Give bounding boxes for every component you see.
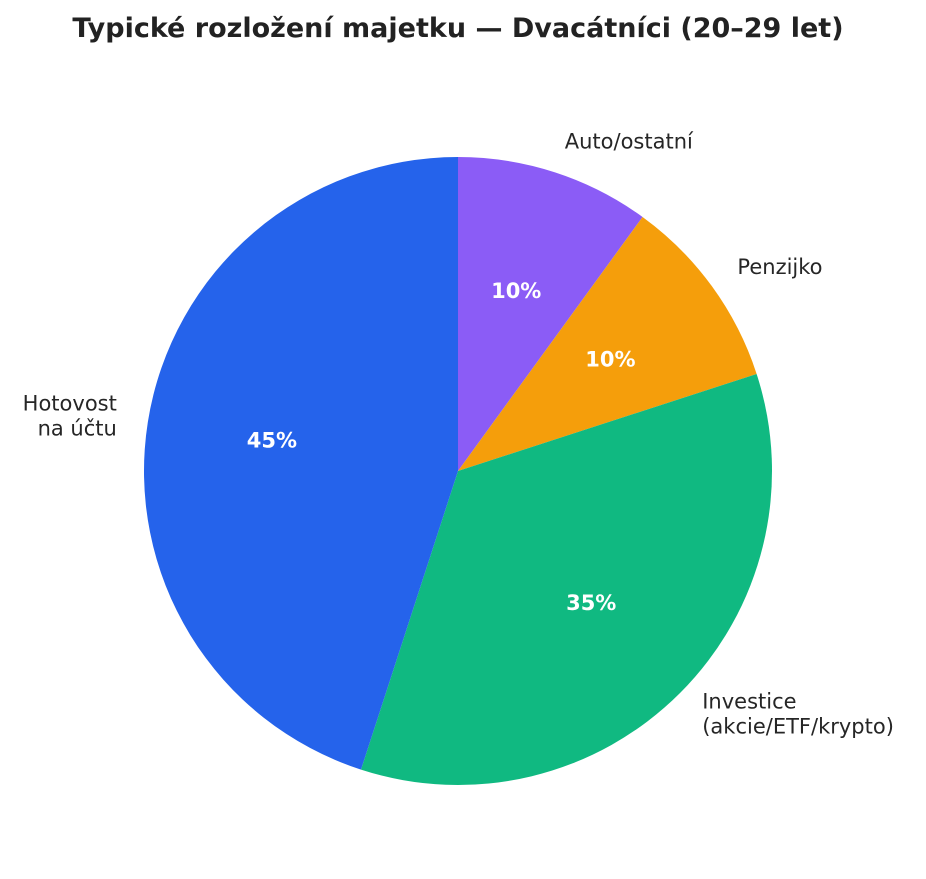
slice-percent-hotovost-na-uctu: 45% <box>247 429 297 453</box>
slice-percent-penzijko: 10% <box>585 347 635 371</box>
pie-slice-investice-akcie-etf-krypto <box>360 373 772 786</box>
slice-percent-labels: 10% 10% 35% 45% <box>247 279 636 615</box>
pie-slice-auto-ostatni <box>458 157 643 471</box>
slice-label-investice-akcie-etf-krypto: Investice (akcie/ETF/krypto) <box>702 690 894 739</box>
pie-slice-hotovost-na-uctu <box>143 157 458 770</box>
slice-percent-auto-ostatni: 10% <box>491 279 541 303</box>
slice-label-auto-ostatni: Auto/ostatní <box>565 130 694 154</box>
slice-label-penzijko: Penzijko <box>737 255 822 279</box>
chart-title: Typické rozložení majetku — Dvacátníci (… <box>72 13 843 44</box>
slice-percent-investice-akcie-etf-krypto: 35% <box>566 591 616 615</box>
pie-slice-penzijko <box>458 216 757 471</box>
slice-label-hotovost-na-uctu: Hotovost na účtu <box>23 391 117 440</box>
slice-category-labels: Auto/ostatní Penzijko Investice (akcie/ETF/… <box>23 130 894 739</box>
pie-slices <box>143 157 772 786</box>
